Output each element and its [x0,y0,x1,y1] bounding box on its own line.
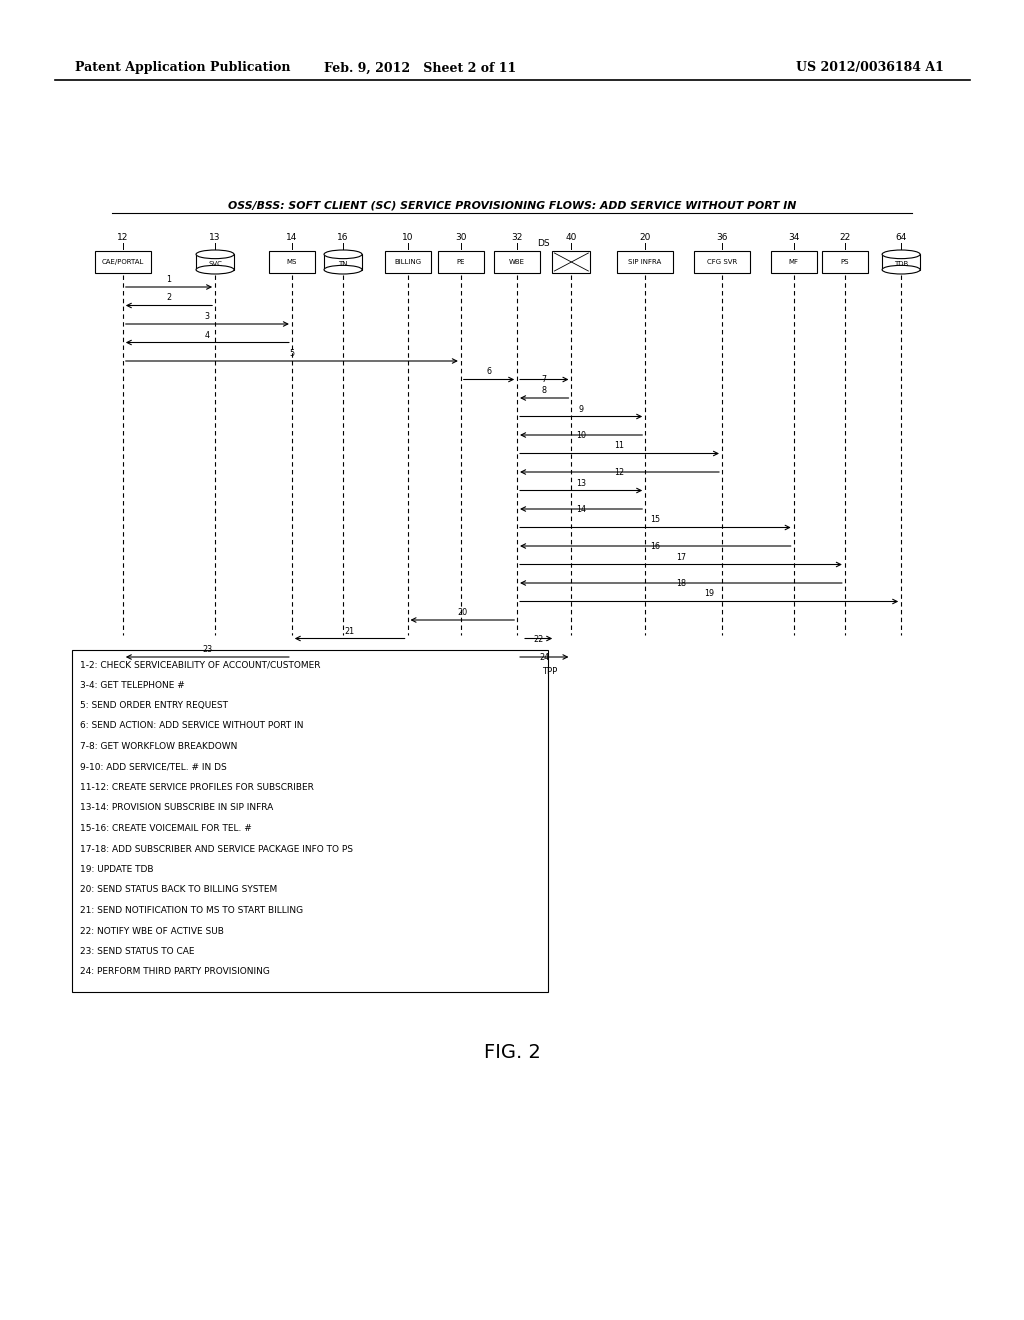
Text: 14: 14 [286,234,298,242]
Text: 1-2: CHECK SERVICEABILITY OF ACCOUNT/CUSTOMER: 1-2: CHECK SERVICEABILITY OF ACCOUNT/CUS… [80,660,321,669]
Text: 19: UPDATE TDB: 19: UPDATE TDB [80,865,154,874]
Bar [552,251,591,273]
Bar [72,649,548,993]
Text: 13-14: PROVISION SUBSCRIBE IN SIP INFRA: 13-14: PROVISION SUBSCRIBE IN SIP INFRA [80,804,273,813]
Text: 20: 20 [458,609,467,616]
Text: 64: 64 [895,234,907,242]
Text: DS: DS [537,239,550,248]
Text: 16: 16 [337,234,349,242]
Bar [196,255,234,269]
Text: 9: 9 [579,404,584,413]
Ellipse shape [324,249,362,259]
Text: SIP INFRA: SIP INFRA [629,259,662,265]
Text: TPP: TPP [542,667,557,676]
Ellipse shape [882,249,921,259]
Text: CFG SVR: CFG SVR [707,259,737,265]
Text: 20: SEND STATUS BACK TO BILLING SYSTEM: 20: SEND STATUS BACK TO BILLING SYSTEM [80,886,278,895]
Bar [617,251,673,273]
Text: 11-12: CREATE SERVICE PROFILES FOR SUBSCRIBER: 11-12: CREATE SERVICE PROFILES FOR SUBSC… [80,783,314,792]
Text: 1: 1 [167,275,171,284]
Text: 10: 10 [401,234,414,242]
Text: 36: 36 [716,234,728,242]
Text: 21: SEND NOTIFICATION TO MS TO START BILLING: 21: SEND NOTIFICATION TO MS TO START BIL… [80,906,303,915]
Text: 32: 32 [511,234,523,242]
Text: 22: 22 [840,234,850,242]
Text: 20: 20 [639,234,651,242]
Text: 23: SEND STATUS TO CAE: 23: SEND STATUS TO CAE [80,946,195,956]
Text: 18: 18 [676,579,686,587]
Text: 34: 34 [787,234,800,242]
Text: 40: 40 [565,234,578,242]
Text: 6: 6 [486,367,492,376]
Bar [822,251,867,273]
Text: 21: 21 [345,627,354,635]
Text: 3-4: GET TELEPHONE #: 3-4: GET TELEPHONE # [80,681,184,689]
Text: OSS/BSS: SOFT CLIENT (SC) SERVICE PROVISIONING FLOWS: ADD SERVICE WITHOUT PORT I: OSS/BSS: SOFT CLIENT (SC) SERVICE PROVIS… [227,201,797,210]
Ellipse shape [196,265,234,275]
Text: FIG. 2: FIG. 2 [483,1043,541,1061]
Text: WBE: WBE [509,259,525,265]
Text: 14: 14 [577,506,586,513]
Ellipse shape [196,249,234,259]
Bar [438,251,483,273]
Text: 24: PERFORM THIRD PARTY PROVISIONING: 24: PERFORM THIRD PARTY PROVISIONING [80,968,270,977]
Bar [95,251,151,273]
Text: SVC: SVC [208,261,222,267]
Text: Patent Application Publication: Patent Application Publication [75,62,291,74]
Text: TDB: TDB [894,261,908,267]
Text: 8: 8 [542,385,547,395]
Text: 24: 24 [540,653,549,663]
Text: 30: 30 [455,234,467,242]
Ellipse shape [324,265,362,275]
Bar [694,251,750,273]
Text: 7: 7 [542,375,547,384]
Bar [882,255,921,269]
Text: 2: 2 [166,293,172,302]
Text: 5: 5 [289,348,295,358]
Text: US 2012/0036184 A1: US 2012/0036184 A1 [796,62,944,74]
Text: 19: 19 [705,590,714,598]
Text: MF: MF [788,259,799,265]
Text: 17: 17 [676,553,686,561]
Text: 10: 10 [577,432,586,440]
Text: 17-18: ADD SUBSCRIBER AND SERVICE PACKAGE INFO TO PS: 17-18: ADD SUBSCRIBER AND SERVICE PACKAG… [80,845,353,854]
Text: 15: 15 [650,516,660,524]
Bar [771,251,816,273]
Text: 13: 13 [577,479,586,487]
Text: 9-10: ADD SERVICE/TEL. # IN DS: 9-10: ADD SERVICE/TEL. # IN DS [80,763,226,771]
Text: 12: 12 [614,469,625,477]
Text: CAE/PORTAL: CAE/PORTAL [101,259,144,265]
Text: Feb. 9, 2012   Sheet 2 of 11: Feb. 9, 2012 Sheet 2 of 11 [324,62,516,74]
Text: 3: 3 [205,312,210,321]
Text: 12: 12 [117,234,129,242]
Text: BILLING: BILLING [394,259,421,265]
Text: 22: 22 [534,635,544,644]
Text: 4: 4 [205,330,210,339]
Text: 5: SEND ORDER ENTRY REQUEST: 5: SEND ORDER ENTRY REQUEST [80,701,228,710]
Text: 22: NOTIFY WBE OF ACTIVE SUB: 22: NOTIFY WBE OF ACTIVE SUB [80,927,224,936]
Bar [324,255,362,269]
Bar [269,251,314,273]
Text: 23: 23 [203,645,212,653]
Bar [495,251,540,273]
Text: TN: TN [338,261,348,267]
Text: 13: 13 [209,234,221,242]
Text: 15-16: CREATE VOICEMAIL FOR TEL. #: 15-16: CREATE VOICEMAIL FOR TEL. # [80,824,252,833]
Ellipse shape [882,265,921,275]
Text: 11: 11 [614,441,625,450]
Text: PE: PE [457,259,465,265]
Bar [385,251,430,273]
Text: 7-8: GET WORKFLOW BREAKDOWN: 7-8: GET WORKFLOW BREAKDOWN [80,742,238,751]
Text: PS: PS [841,259,849,265]
Text: 16: 16 [650,543,660,550]
Text: MS: MS [287,259,297,265]
Text: 6: SEND ACTION: ADD SERVICE WITHOUT PORT IN: 6: SEND ACTION: ADD SERVICE WITHOUT PORT… [80,722,303,730]
